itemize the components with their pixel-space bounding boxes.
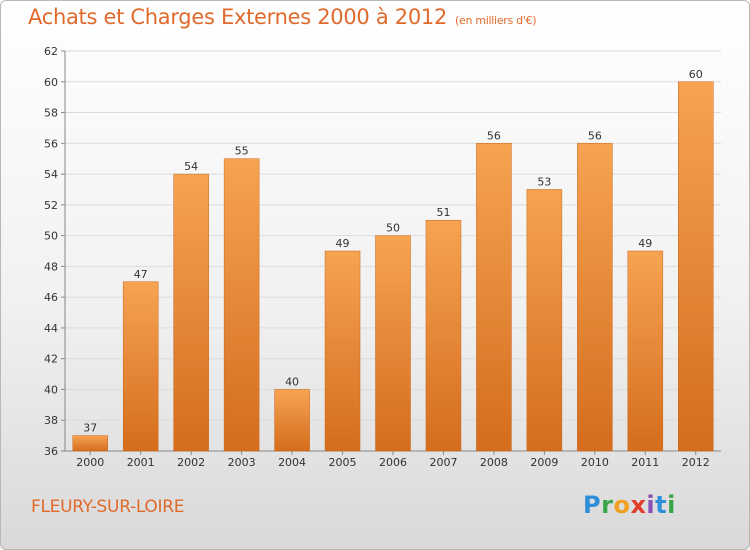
bar-value-label: 56 bbox=[588, 129, 602, 142]
bar-value-label: 49 bbox=[638, 237, 652, 250]
commune-name: FLEURY-SUR-LOIRE bbox=[31, 497, 185, 517]
x-tick-label: 2006 bbox=[379, 456, 407, 469]
proxiti-logo: Proxiti bbox=[583, 491, 676, 519]
x-tick-label: 2005 bbox=[329, 456, 357, 469]
bar bbox=[577, 143, 613, 452]
x-tick-label: 2008 bbox=[480, 456, 508, 469]
logo-letter: i bbox=[646, 491, 656, 519]
x-tick-label: 2002 bbox=[177, 456, 205, 469]
x-tick-label: 2010 bbox=[581, 456, 609, 469]
logo-letter: r bbox=[601, 491, 614, 519]
bar bbox=[476, 143, 512, 452]
y-tick-label: 44 bbox=[44, 322, 58, 335]
bar bbox=[72, 435, 108, 452]
bar-value-label: 50 bbox=[386, 222, 400, 235]
bar bbox=[122, 281, 159, 452]
bar bbox=[627, 250, 664, 452]
x-tick-label: 2011 bbox=[631, 456, 659, 469]
y-tick-label: 36 bbox=[44, 445, 58, 458]
x-tick-label: 2012 bbox=[682, 456, 710, 469]
y-tick-label: 60 bbox=[44, 76, 58, 89]
bar-value-label: 55 bbox=[235, 145, 249, 158]
x-tick-label: 2001 bbox=[127, 456, 155, 469]
y-tick-label: 48 bbox=[44, 260, 58, 273]
x-tick-label: 2004 bbox=[278, 456, 306, 469]
chart-title: Achats et Charges Externes 2000 à 2012 (e… bbox=[28, 5, 537, 29]
y-tick-label: 38 bbox=[44, 414, 58, 427]
logo-letter: t bbox=[655, 491, 668, 519]
logo-letter: x bbox=[630, 491, 647, 519]
x-tick-label: 2007 bbox=[429, 456, 457, 469]
chart-subtitle: (en milliers d'€) bbox=[455, 14, 537, 27]
bar bbox=[324, 250, 361, 452]
logo-letter: P bbox=[583, 491, 602, 519]
y-tick-label: 50 bbox=[44, 230, 58, 243]
x-tick-label: 2003 bbox=[228, 456, 256, 469]
bar bbox=[375, 235, 411, 452]
bar bbox=[526, 189, 563, 452]
y-tick-label: 40 bbox=[44, 383, 58, 396]
bar bbox=[173, 173, 209, 452]
x-tick-label: 2009 bbox=[530, 456, 558, 469]
logo-letter: o bbox=[613, 491, 631, 519]
bar bbox=[678, 81, 714, 452]
y-tick-label: 62 bbox=[44, 45, 58, 58]
bar-value-label: 37 bbox=[83, 422, 97, 435]
bar bbox=[425, 219, 462, 452]
y-tick-label: 54 bbox=[44, 168, 58, 181]
bar-value-label: 54 bbox=[184, 160, 198, 173]
bar-value-label: 60 bbox=[689, 68, 703, 81]
bar-value-label: 49 bbox=[336, 237, 350, 250]
y-tick-label: 52 bbox=[44, 199, 58, 212]
y-tick-label: 42 bbox=[44, 353, 58, 366]
y-tick-label: 56 bbox=[44, 137, 58, 150]
bar-value-label: 51 bbox=[436, 206, 450, 219]
bar bbox=[223, 158, 260, 452]
bar-value-label: 40 bbox=[285, 375, 299, 388]
y-tick-label: 58 bbox=[44, 107, 58, 120]
bar-value-label: 53 bbox=[537, 175, 551, 188]
title-text: Achats et Charges Externes 2000 à 2012 bbox=[28, 5, 448, 29]
bar-value-label: 56 bbox=[487, 129, 501, 142]
y-tick-label: 46 bbox=[44, 291, 58, 304]
x-tick-label: 2000 bbox=[76, 456, 104, 469]
logo-letter: i bbox=[667, 491, 676, 519]
bar bbox=[274, 389, 310, 452]
bar-value-label: 47 bbox=[134, 268, 148, 281]
